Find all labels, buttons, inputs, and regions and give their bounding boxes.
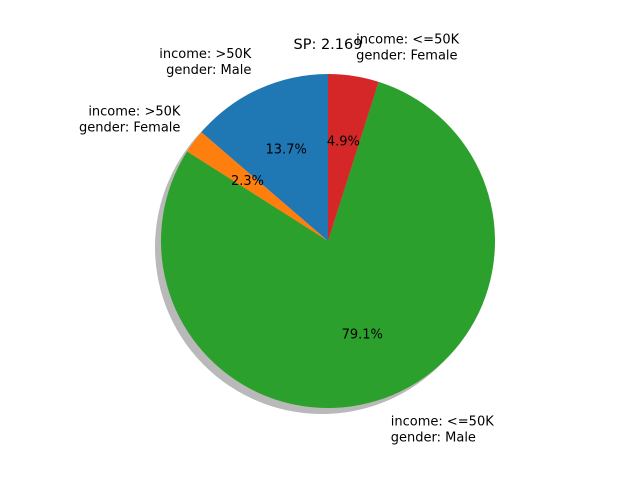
chart-title: SP: 2.169 bbox=[294, 37, 363, 53]
pie-slice bbox=[201, 74, 328, 241]
pie-slices bbox=[161, 74, 496, 409]
percent-labels: 13.7% 2.3% 79.1% 4.9% bbox=[231, 134, 383, 342]
category-label: income: >50K gender: Male bbox=[159, 47, 252, 78]
percent-label: 13.7% bbox=[266, 142, 307, 157]
percent-label: 79.1% bbox=[342, 328, 383, 343]
pie-slice bbox=[328, 74, 379, 241]
category-label-line: income: <=50K bbox=[356, 32, 459, 47]
category-label-line: income: >50K bbox=[88, 105, 181, 120]
percent-label: 4.9% bbox=[327, 134, 360, 149]
category-label: income: <=50K gender: Male bbox=[391, 415, 494, 446]
pie-slice bbox=[161, 81, 496, 409]
pie-slice bbox=[186, 132, 328, 241]
category-label-line: gender: Female bbox=[356, 48, 457, 63]
category-label: income: >50K gender: Female bbox=[79, 105, 181, 136]
category-label-line: gender: Male bbox=[391, 431, 476, 446]
category-label: income: <=50K gender: Female bbox=[356, 32, 459, 63]
percent-label: 2.3% bbox=[231, 174, 264, 189]
category-label-line: gender: Male bbox=[166, 63, 251, 78]
category-label-line: gender: Female bbox=[79, 121, 180, 136]
category-label-line: income: <=50K bbox=[391, 415, 494, 430]
category-label-line: income: >50K bbox=[159, 47, 252, 62]
